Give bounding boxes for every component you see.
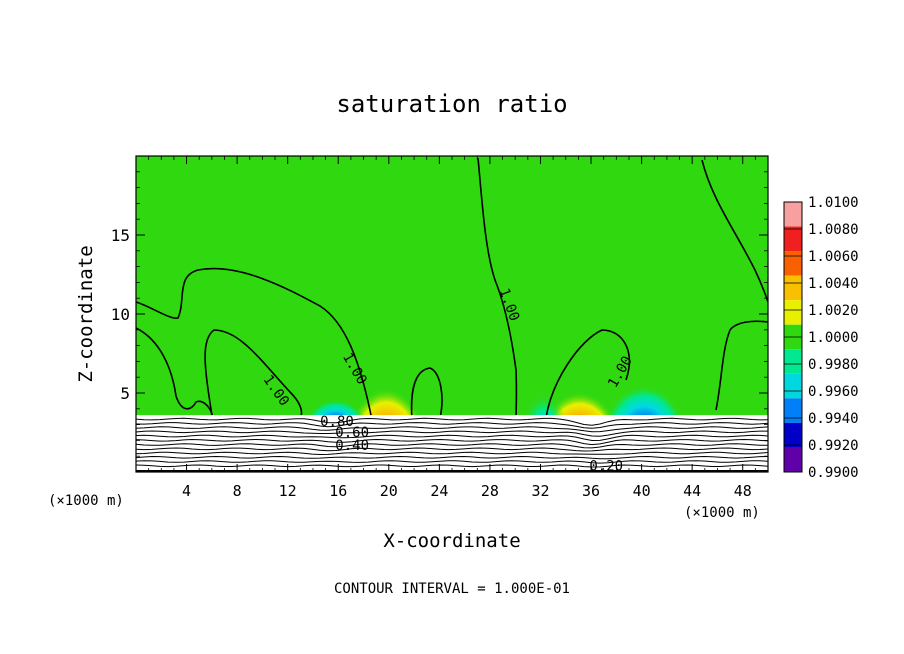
ground-contour-6 [136,443,768,449]
upper-contours [136,157,768,421]
colorbar-swatch [784,300,802,325]
ground-contour-1 [136,422,768,429]
contour-line-7 [715,320,768,411]
x-axis-label: X-coordinate [383,530,520,552]
x-tick-label: 12 [279,482,297,500]
colorbar-label: 1.0080 [808,222,859,238]
colorbar-label: 1.0040 [808,276,859,292]
y-tick-label: 5 [120,384,130,403]
y-axis-label: Z-coordinate [75,245,97,382]
ground-contour-5 [136,438,768,446]
y-axis: 5 10 15 [111,171,768,457]
ground-contour-11 [136,464,768,468]
x-tick-label: 36 [582,482,600,500]
ground-contour-2 [136,426,768,433]
x-axis: 4 8 12 16 20 24 28 32 36 40 44 48 [148,156,756,500]
x-unit-left: (×1000 m) [48,493,124,509]
contour-line-2 [204,329,303,419]
contour-label: 0.20 [589,458,623,474]
ground-contour-9 [136,455,768,460]
contour-line-4 [477,157,518,419]
contour-label: 0.60 [335,425,369,441]
x-tick-label: 24 [430,482,448,500]
colorbar-swatch [784,275,802,301]
x-tick-label: 32 [531,482,549,500]
colorbar-swatch [784,349,802,374]
colorbar-swatch [784,422,802,448]
plot-area [136,156,768,472]
ground-contour-4 [136,434,768,442]
colorbar-label: 1.0020 [808,303,859,319]
ground-contour-0 [136,417,768,426]
colorbar-label: 0.9940 [808,411,859,427]
ground-contour-10 [136,460,768,464]
x-tick-label: 8 [233,482,242,500]
colorbar-label: 0.9920 [808,438,859,454]
colorbar-swatch [784,373,802,399]
colorbar-swatch [784,251,802,276]
x-tick-label: 20 [380,482,398,500]
contour-label: 0.80 [320,414,354,430]
x-tick-label: 48 [734,482,752,500]
colorbar-label: 1.0060 [808,249,859,265]
chart-title: saturation ratio [336,90,567,118]
x-tick-label: 40 [633,482,651,500]
ground-contour-3 [136,430,768,437]
x-tick-label: 16 [329,482,347,500]
ground-contour-7 [136,447,768,452]
x-unit-right: (×1000 m) [684,505,760,521]
colorbar-swatch [784,398,802,423]
contour-line-6 [701,159,768,303]
contour-line-5 [545,329,631,419]
x-tick-label: 4 [182,482,191,500]
x-tick-label: 44 [683,482,701,500]
y-tick-label: 15 [111,226,130,245]
colorbar-swatch [784,447,802,472]
colorbar: 1.0100 1.0080 1.0060 1.0040 1.0020 1.0000 0.99… [783,195,859,481]
contour-line-1 [136,327,214,419]
colorbar-label: 0.9900 [808,465,859,481]
colorbar-label: 1.0000 [808,330,859,346]
contour-interval-note: CONTOUR INTERVAL = 1.000E-01 [334,581,570,597]
colorbar-swatch [784,226,802,252]
colorbar-label: 0.9960 [808,384,859,400]
ground-contour-8 [136,451,768,456]
colorbar-label: 0.9980 [808,357,859,373]
x-tick-label: 28 [481,482,499,500]
contour-label: 0.40 [335,438,369,454]
y-tick-label: 10 [111,305,130,324]
colorbar-swatch [784,202,802,227]
colorbar-label: 1.0100 [808,195,859,211]
contour-line-0 [136,267,373,421]
contour-line-3 [410,367,443,421]
